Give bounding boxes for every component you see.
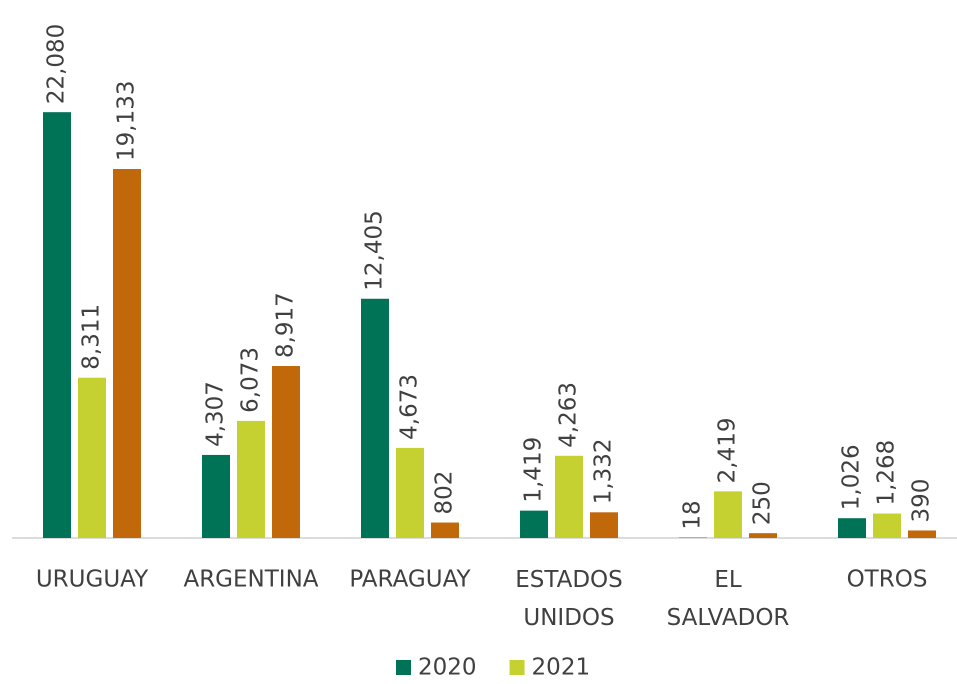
data-label: 22,080 xyxy=(44,24,70,104)
bar xyxy=(272,366,300,538)
data-label: 4,307 xyxy=(203,381,229,447)
data-label: 19,133 xyxy=(114,81,140,161)
bar xyxy=(714,491,742,538)
bar xyxy=(590,512,618,538)
legend-swatch xyxy=(396,660,411,675)
data-label: 12,405 xyxy=(362,210,388,290)
bar xyxy=(431,522,459,538)
data-label: 18 xyxy=(680,500,706,529)
bar xyxy=(237,420,265,538)
bar xyxy=(43,112,71,539)
data-label: 802 xyxy=(432,471,458,515)
data-label: 4,263 xyxy=(556,382,582,448)
data-label: 2,419 xyxy=(715,417,741,483)
data-label: 1,268 xyxy=(874,440,900,506)
bar xyxy=(873,513,901,538)
data-label: 1,419 xyxy=(521,437,547,503)
data-label: 6,073 xyxy=(238,347,264,413)
bar xyxy=(361,298,389,538)
bar xyxy=(396,447,424,538)
bar xyxy=(908,530,936,538)
data-label: 1,026 xyxy=(839,444,865,510)
bar xyxy=(555,455,583,538)
bar xyxy=(78,377,106,538)
legend-label: 2020 xyxy=(418,655,477,681)
legend-label: 2021 xyxy=(532,655,591,681)
bar xyxy=(202,454,230,538)
data-label: 8,311 xyxy=(79,304,105,370)
data-label: 8,917 xyxy=(273,292,299,358)
bar xyxy=(749,533,777,538)
x-tick-label: PARAGUAY xyxy=(349,567,471,593)
x-tick-label: ESTADOS UNIDOS xyxy=(515,567,623,631)
bar xyxy=(838,518,866,538)
legend-swatch xyxy=(509,660,525,675)
data-label: 250 xyxy=(750,481,776,525)
data-label: 4,673 xyxy=(397,374,423,440)
bar xyxy=(520,510,548,538)
data-label: 1,332 xyxy=(591,438,617,504)
bar xyxy=(113,169,141,539)
data-label: 390 xyxy=(909,479,935,523)
x-tick-label: URUGUAY xyxy=(36,567,149,593)
x-tick-label: EL SALVADOR xyxy=(667,567,790,631)
x-tick-label: ARGENTINA xyxy=(183,567,318,593)
x-tick-label: OTROS xyxy=(847,567,928,593)
